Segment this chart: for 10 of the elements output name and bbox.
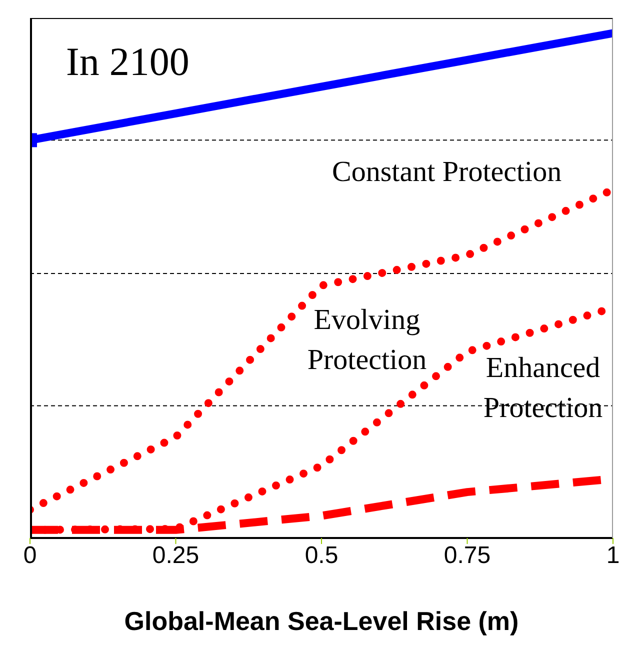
x-axis-title: Global-Mean Sea-Level Rise (m) bbox=[124, 606, 519, 636]
x-tick-label: 0.75 bbox=[444, 542, 491, 570]
x-tick-label: 0 bbox=[23, 542, 37, 570]
annotation: Enhanced Protection bbox=[483, 350, 603, 426]
x-tick-label: 0.25 bbox=[152, 542, 200, 570]
x-tick-label: 0.5 bbox=[304, 542, 338, 570]
chart-title: In 2100 bbox=[66, 38, 190, 85]
annotation: Evolving Protection bbox=[307, 302, 427, 378]
annotation: Constant Protection bbox=[332, 155, 562, 190]
x-tick-label: 1 bbox=[606, 542, 620, 570]
